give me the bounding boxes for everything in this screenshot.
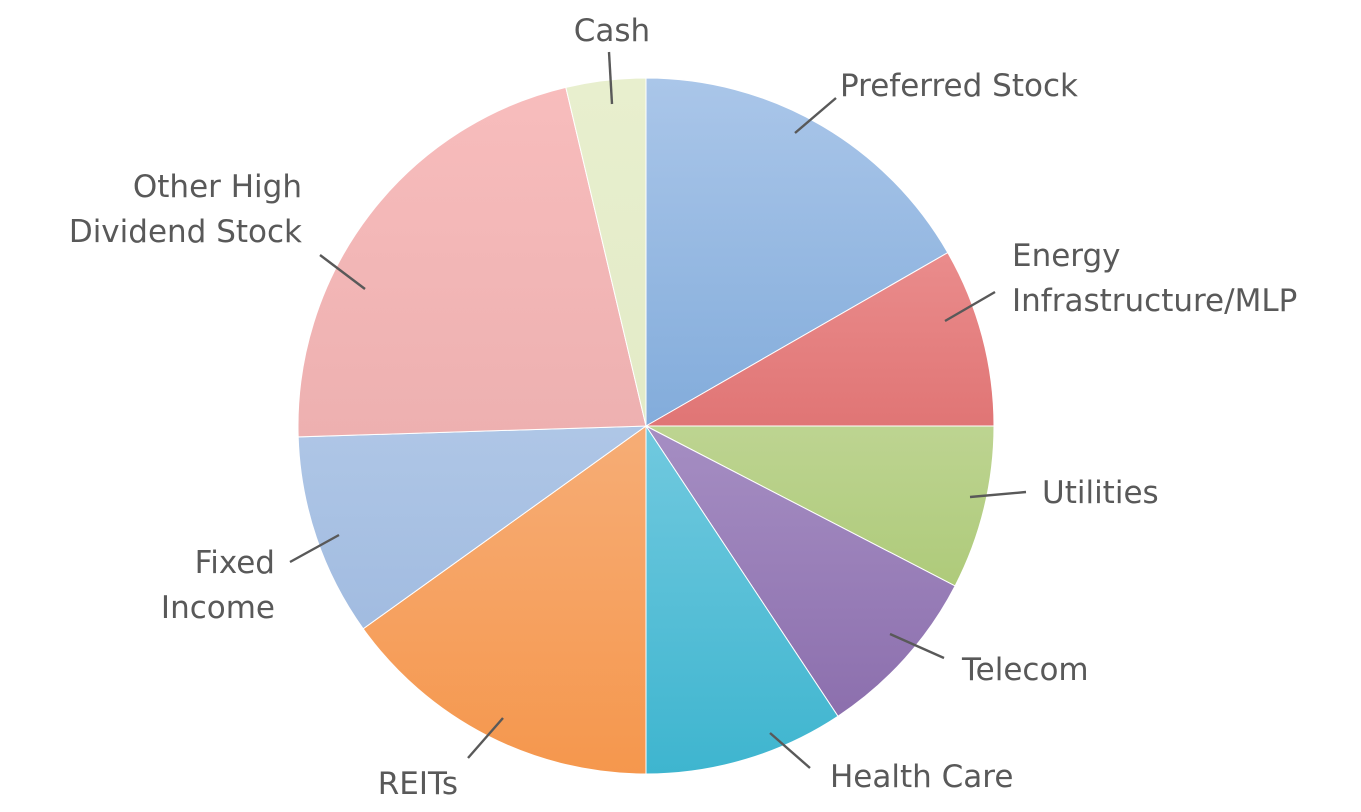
leader-line-reits: [467, 717, 504, 759]
slice-label-line: Energy: [1012, 238, 1121, 274]
slice-label-line: Other High: [133, 169, 302, 205]
slice-label-energy-infrastructure-mlp: Energy Infrastructure/MLP: [1012, 238, 1297, 319]
leader-line-preferred-stock: [794, 97, 837, 134]
pie-slice-utilities: [645, 425, 995, 587]
leader-lines-layer: [289, 51, 1027, 769]
slice-label-line: Health Care: [830, 759, 1013, 795]
slice-label-preferred-stock: Preferred Stock: [840, 68, 1078, 104]
slice-label-line: Income: [161, 590, 275, 626]
pie-slice-health-care: [645, 424, 839, 775]
pie-slice-other-high-dividend-stock: [297, 86, 647, 438]
slice-label-cash: Cash: [574, 13, 650, 49]
slice-label-health-care: Health Care: [830, 759, 1013, 795]
slice-label-line: Cash: [574, 13, 650, 49]
leader-line-telecom: [889, 632, 945, 660]
pie-slice-preferred-stock: [645, 77, 949, 427]
slice-label-line: Preferred Stock: [840, 68, 1078, 104]
leader-line-other-high-dividend-stock: [319, 254, 366, 290]
slice-label-line: Utilities: [1042, 475, 1159, 511]
slice-label-utilities: Utilities: [1042, 475, 1159, 511]
slice-label-other-high-dividend-stock: Other High Dividend Stock: [69, 169, 302, 250]
pie-slice-cash: [565, 77, 647, 427]
slices-layer: [297, 77, 995, 775]
leader-line-utilities: [969, 490, 1027, 499]
leader-line-cash: [607, 51, 614, 105]
pie-slice-fixed-income: [297, 425, 648, 630]
pie-slice-energy-infrastructure-mlp: [644, 251, 995, 427]
slice-label-telecom: Telecom: [961, 652, 1089, 688]
leader-line-health-care: [769, 732, 811, 769]
slice-label-line: Fixed: [195, 545, 275, 581]
pie-slice-telecom: [644, 424, 956, 717]
slice-label-line: Infrastructure/MLP: [1012, 283, 1297, 319]
slice-label-line: Telecom: [961, 652, 1089, 688]
slice-label-reits: REITs: [378, 766, 458, 802]
leader-line-fixed-income: [289, 533, 340, 564]
leader-line-energy-infrastructure-mlp: [944, 290, 996, 323]
slice-label-fixed-income: Fixed Income: [161, 545, 275, 626]
slice-label-line: REITs: [378, 766, 458, 802]
labels-layer: Preferred Stock Energy Infrastructure/MLP U…: [69, 13, 1297, 802]
slice-label-line: Dividend Stock: [69, 214, 302, 250]
